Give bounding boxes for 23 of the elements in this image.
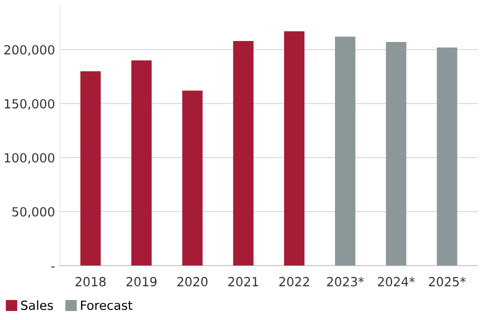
y-tick-label: 150,000: [4, 99, 54, 110]
y-tick-label: 50,000: [12, 207, 54, 218]
x-tick-label: 2024*: [378, 276, 415, 286]
y-tick-label: 100,000: [4, 153, 54, 164]
bar: [182, 90, 203, 266]
bar: [131, 60, 152, 266]
bar: [80, 71, 101, 266]
bar: [436, 47, 458, 266]
bar: [233, 40, 254, 266]
legend-label: Forecast: [81, 300, 132, 310]
bar: [284, 31, 304, 266]
y-tick-label: -: [51, 266, 55, 268]
bar: [386, 42, 406, 266]
x-tick-label: 2019: [126, 276, 157, 286]
x-tick-label: 2023*: [327, 276, 364, 286]
x-tick-label: 2020: [177, 276, 208, 286]
x-tick-label: 2022: [279, 276, 309, 286]
bar: [335, 36, 356, 266]
legend-label: Sales: [21, 300, 53, 310]
x-tick-label: 2025*: [428, 276, 466, 286]
x-tick-label: 2018: [76, 276, 106, 286]
y-tick-label: 200,000: [4, 45, 54, 56]
x-tick-label: 2021: [228, 276, 258, 286]
